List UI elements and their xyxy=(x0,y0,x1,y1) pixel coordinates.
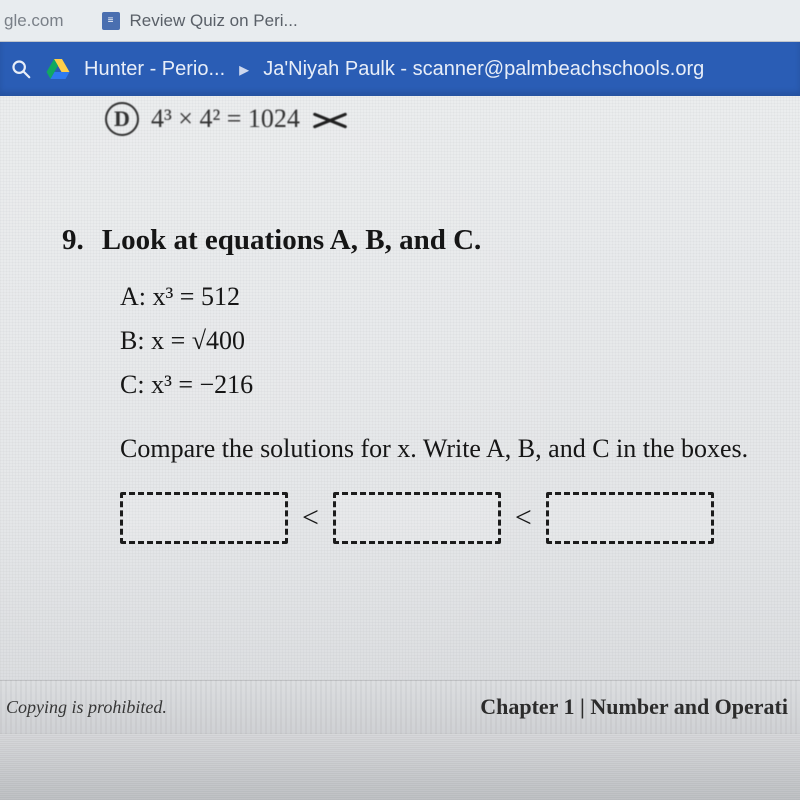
search-icon[interactable] xyxy=(10,58,32,80)
equation-a: A: x³ = 512 xyxy=(120,275,790,319)
document-page: D 4³ × 4² = 1024 9. Look at equations A,… xyxy=(0,96,800,800)
tab-title[interactable]: Review Quiz on Peri... xyxy=(130,11,298,31)
equation-list: A: x³ = 512 B: x = √400 C: x³ = −216 xyxy=(120,275,790,408)
copyright-note: Copying is prohibited. xyxy=(6,697,167,718)
file-name[interactable]: Hunter - Perio... xyxy=(84,58,225,81)
chevron-right-icon: ▸ xyxy=(239,57,249,82)
less-than-2: < xyxy=(515,501,532,535)
answer-box-3[interactable] xyxy=(546,492,714,544)
question-9: 9. Look at equations A, B, and C. A: x³ … xyxy=(62,224,790,544)
handwritten-cross-mark xyxy=(312,104,348,134)
answer-boxes-row: < < xyxy=(120,492,790,544)
option-d-expression: 4³ × 4² = 1024 xyxy=(151,104,300,134)
less-than-1: < xyxy=(302,501,319,535)
page-footer: Copying is prohibited. Chapter 1 | Numbe… xyxy=(0,680,800,734)
answer-box-2[interactable] xyxy=(333,492,501,544)
drive-icon[interactable] xyxy=(46,58,70,80)
compare-instruction: Compare the solutions for x. Write A, B,… xyxy=(120,434,790,464)
option-letter-d: D xyxy=(105,102,139,136)
question-number: 9. xyxy=(62,224,84,257)
previous-question-option-d: D 4³ × 4² = 1024 xyxy=(105,102,348,136)
page-edge-texture xyxy=(0,734,800,800)
browser-tab-bar: gle.com ≡ Review Quiz on Peri... xyxy=(0,0,800,42)
address-fragment: gle.com xyxy=(4,11,64,31)
docs-list-icon: ≡ xyxy=(102,12,120,30)
answer-box-1[interactable] xyxy=(120,492,288,544)
user-share-line: Ja'Niyah Paulk - scanner@palmbeachschool… xyxy=(263,58,704,81)
equation-b: B: x = √400 xyxy=(120,319,790,363)
chapter-label: Chapter 1 | Number and Operati xyxy=(480,694,788,720)
equation-c: C: x³ = −216 xyxy=(120,363,790,407)
question-prompt: Look at equations A, B, and C. xyxy=(102,224,482,257)
viewer-title-bar: Hunter - Perio... ▸ Ja'Niyah Paulk - sca… xyxy=(0,42,800,96)
